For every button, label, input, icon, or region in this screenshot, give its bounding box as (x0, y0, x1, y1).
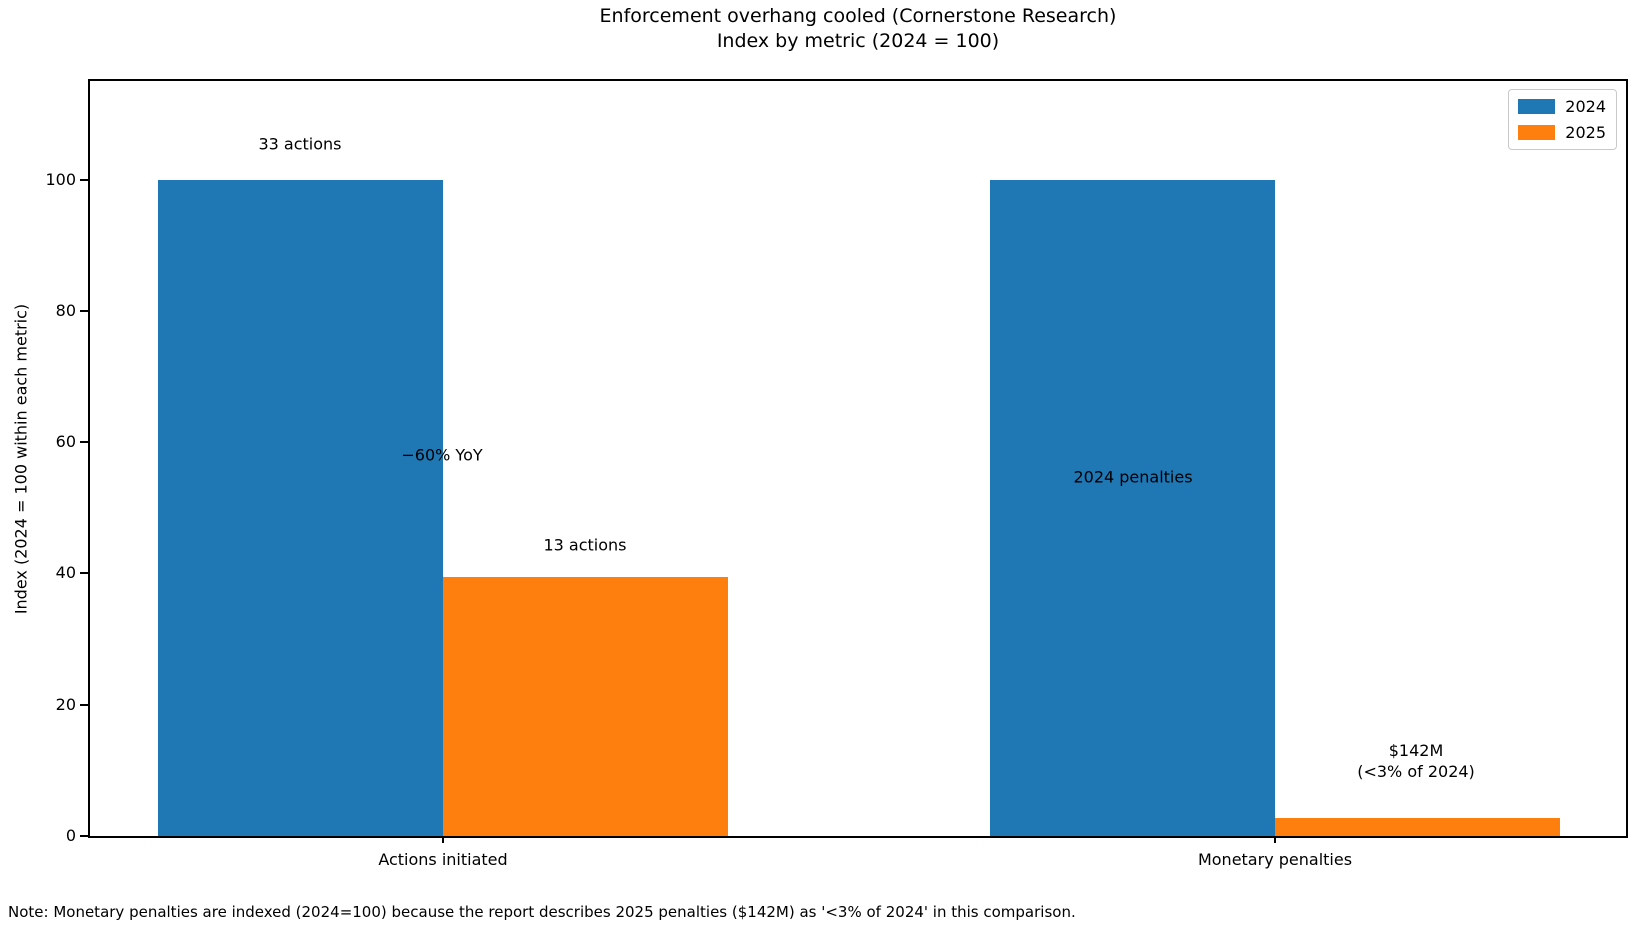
annotation-2: 13 actions (543, 535, 627, 555)
y-tick-label: 0 (65, 826, 76, 845)
x-tick-label: Actions initiated (378, 850, 508, 869)
y-tick-mark (80, 835, 88, 837)
x-tick-mark (1274, 836, 1276, 843)
legend-swatch (1518, 99, 1556, 114)
y-tick-label: 20 (55, 694, 76, 714)
y-tick-mark (80, 441, 88, 444)
y-tick-label: 100 (45, 169, 76, 189)
y-tick-mark (80, 178, 88, 181)
bar-2025-monetary-penalties (1275, 817, 1560, 836)
chart-title: Enforcement overhang cooled (Cornerstone… (599, 5, 1117, 27)
x-tick-mark (442, 836, 444, 843)
y-tick-label: 80 (55, 300, 76, 320)
legend-label: 2025 (1565, 123, 1606, 142)
plot-area: 2024 2025 0 20 40 60 80 100 Actions initiated M… (45, 79, 1628, 869)
legend-item-2025: 2025 (1518, 123, 1606, 142)
y-tick-mark (80, 572, 88, 575)
annotation-1: −60% YoY (401, 445, 483, 465)
legend-label: 2024 (1565, 97, 1606, 116)
annotation-4: $142M (<3% of 2024) (1357, 741, 1475, 781)
annotation-0: 33 actions (258, 134, 342, 154)
legend-item-2024: 2024 (1518, 97, 1606, 116)
y-tick-mark (80, 309, 88, 312)
bar-2024-monetary-penalties (990, 179, 1275, 836)
chart-title-block: Enforcement overhang cooled (Cornerstone… (88, 4, 1628, 54)
x-tick-label: Monetary penalties (1197, 850, 1353, 869)
bar-2025-actions-initiated (443, 577, 728, 836)
legend-swatch (1518, 125, 1556, 140)
chart-subtitle: Index by metric (2024 = 100) (716, 30, 1000, 52)
footnote: Note: Monetary penalties are indexed (20… (8, 903, 1076, 921)
annotation-3: 2024 penalties (1073, 467, 1193, 487)
y-tick-mark (80, 703, 88, 706)
y-tick-label: 40 (55, 563, 76, 583)
y-tick-label: 60 (55, 432, 76, 452)
legend: 2024 2025 (1508, 89, 1617, 150)
bar-2024-actions-initiated (158, 179, 443, 836)
